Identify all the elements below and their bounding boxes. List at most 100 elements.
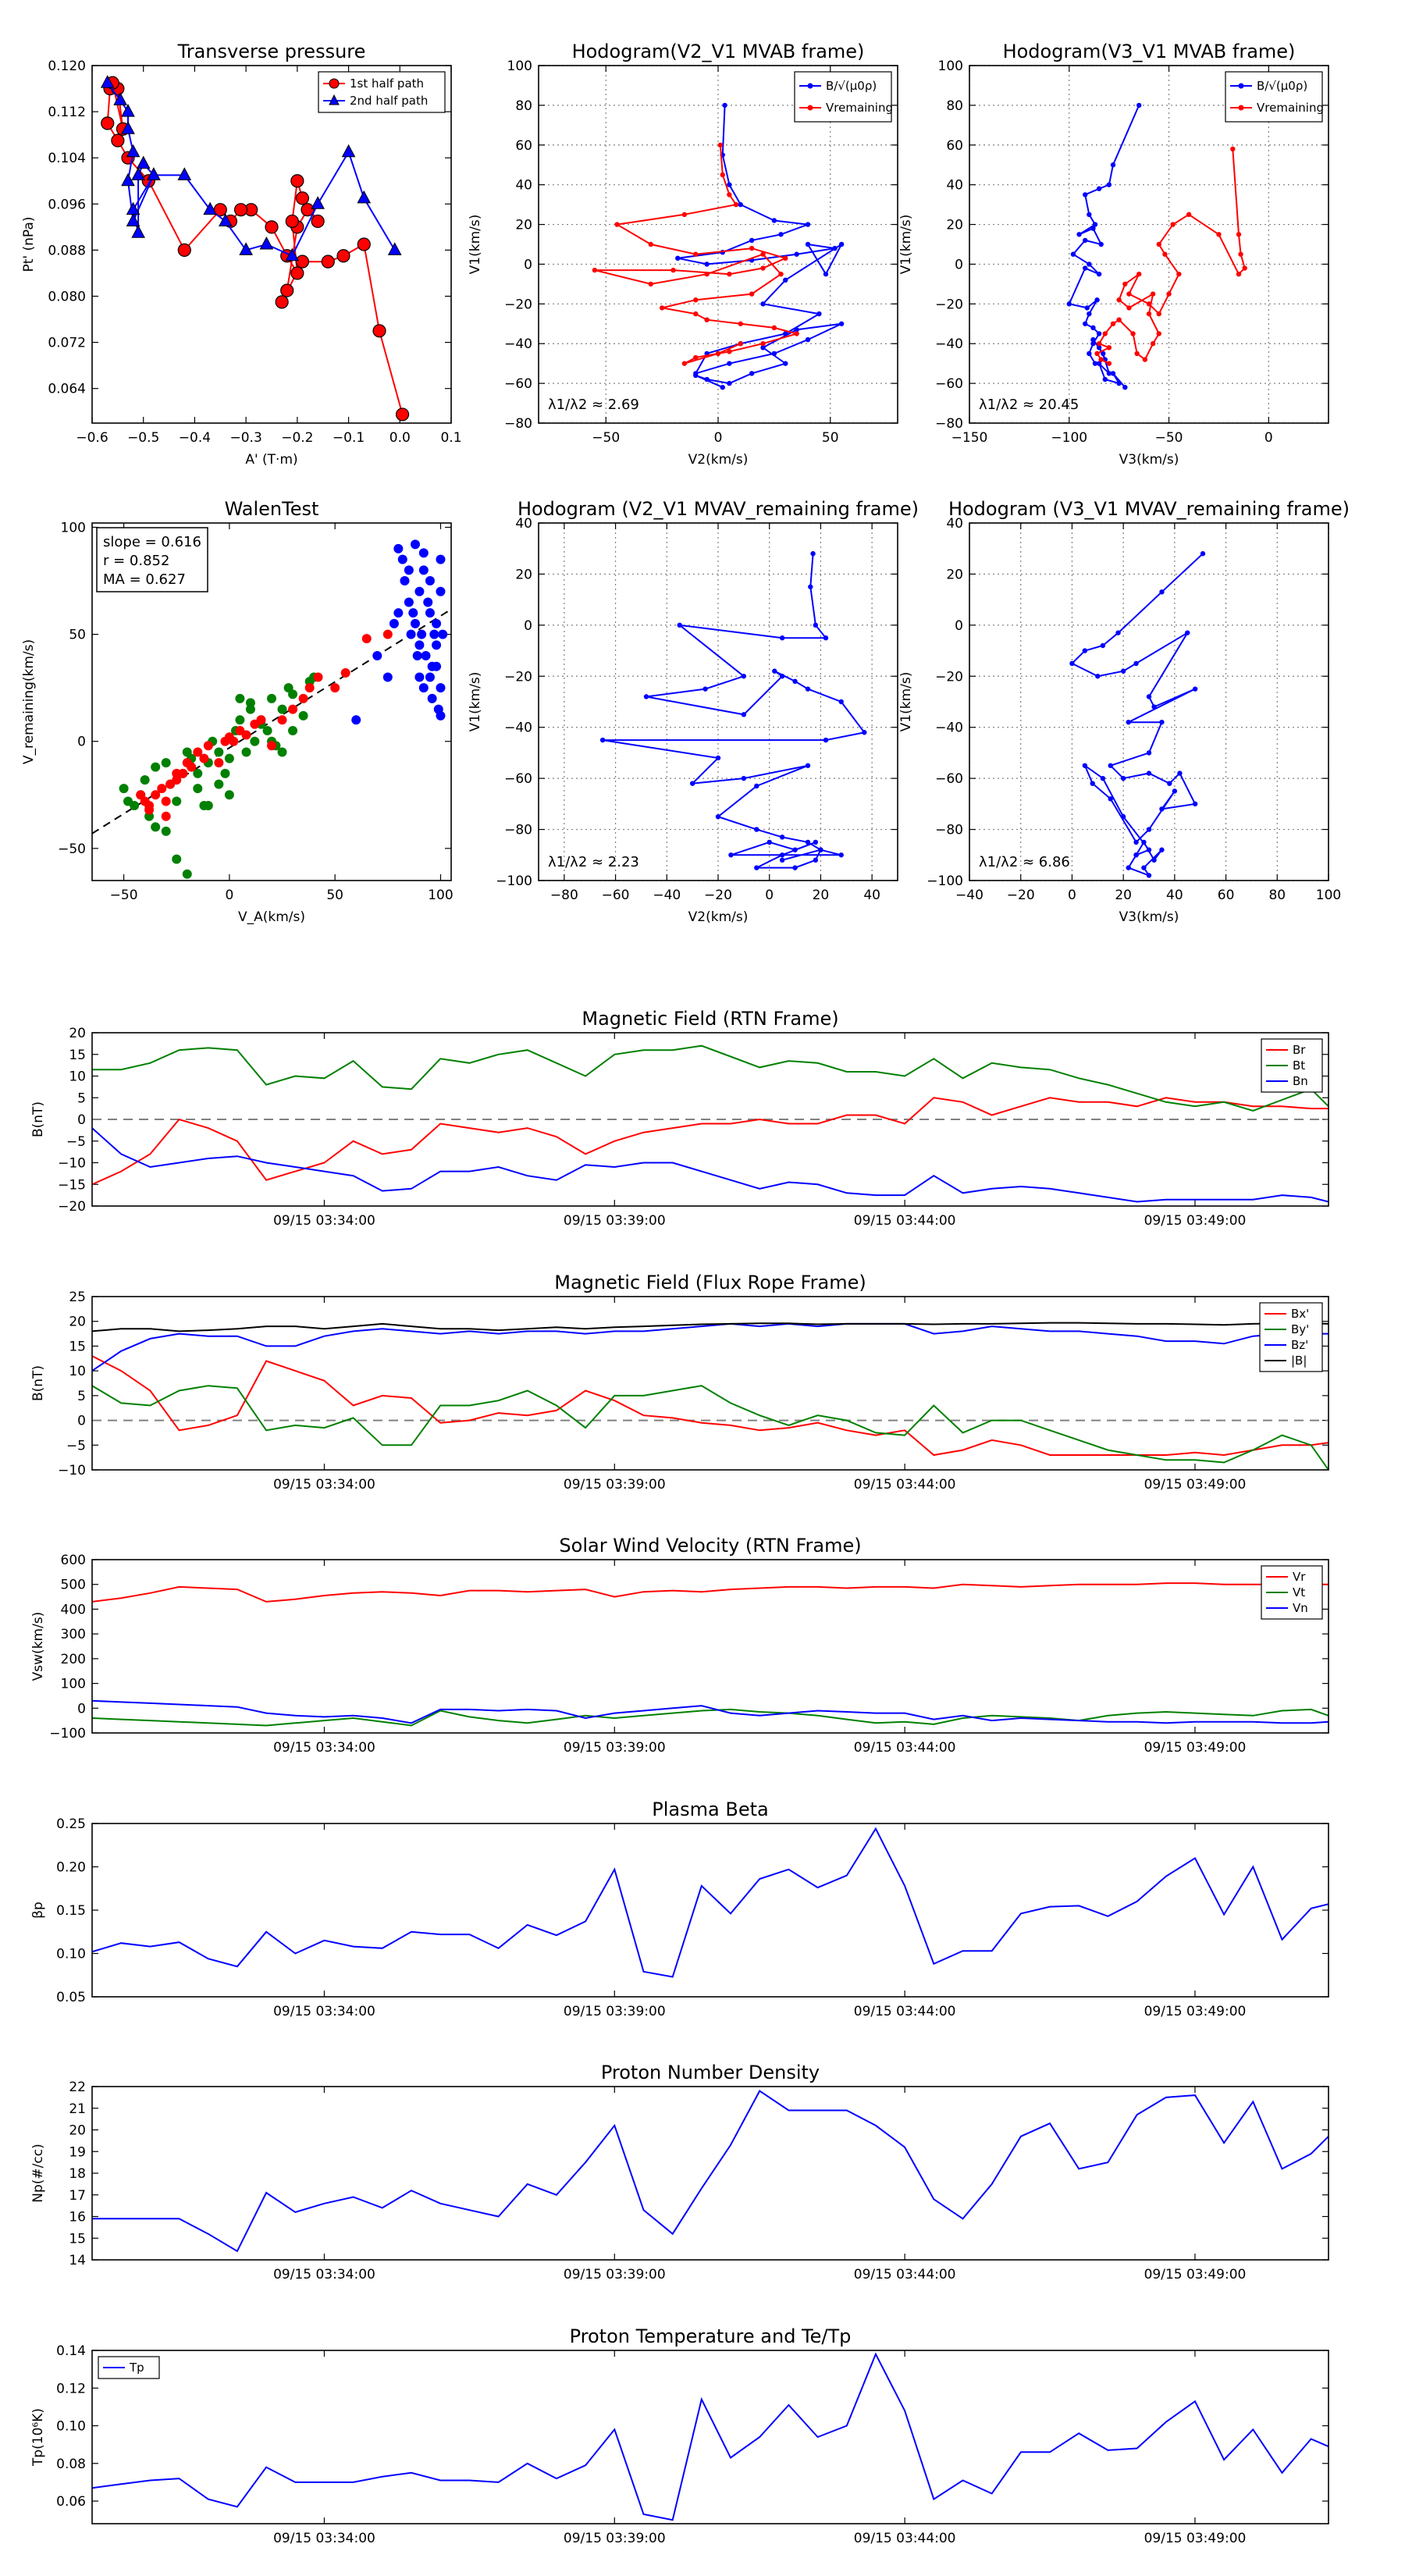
data-point [1133, 839, 1139, 845]
data-point [704, 262, 710, 267]
legend-label: Vn [1293, 1601, 1308, 1615]
data-point [1106, 361, 1112, 366]
y-tick-label: −20 [58, 1199, 86, 1215]
data-point [792, 678, 798, 685]
data-point [172, 796, 182, 806]
data-point [387, 242, 402, 255]
data-point [749, 371, 755, 376]
data-point [838, 699, 844, 705]
data-point [1156, 331, 1161, 336]
series-Tp [92, 2352, 1329, 2521]
data-point [267, 741, 276, 751]
data-point [1146, 827, 1152, 832]
data-point [720, 172, 725, 178]
data-point [592, 267, 598, 273]
x-tick-label: 09/15 03:34:00 [273, 1740, 375, 1756]
data-point [372, 651, 382, 661]
x-tick-label: 09/15 03:34:00 [273, 2531, 375, 2546]
data-point [727, 380, 732, 386]
x-tick-label: 09/15 03:39:00 [564, 2531, 666, 2546]
stats-line: slope = 0.616 [103, 534, 201, 550]
series-line [92, 1699, 1329, 1724]
x-axis-label: A' (T·m) [245, 452, 297, 468]
y-axis-label: Tp(10⁶K) [30, 2408, 46, 2467]
series-line [92, 1044, 1329, 1112]
y-tick-label: −60 [504, 771, 532, 787]
data-point [715, 350, 721, 357]
chart-title: Magnetic Field (Flux Rope Frame) [554, 1272, 866, 1293]
data-point [361, 634, 372, 644]
y-tick-label: 5 [77, 1389, 86, 1404]
data-point [1066, 301, 1072, 307]
data-point [119, 784, 129, 794]
x-tick-label: 100 [1316, 888, 1341, 903]
data-point [1242, 265, 1247, 271]
data-point [393, 608, 404, 618]
x-tick-label: 09/15 03:49:00 [1144, 1477, 1247, 1493]
data-point [779, 857, 785, 863]
x-tick-label: 0 [225, 888, 233, 903]
data-point [794, 327, 799, 333]
data-point [1094, 350, 1100, 357]
data-point [681, 212, 688, 218]
x-tick-label: −50 [1155, 430, 1183, 446]
x-tick-label: −20 [704, 888, 732, 903]
legend-label: Vr [1293, 1570, 1306, 1584]
y-tick-label: 40 [946, 178, 963, 194]
data-point [1087, 311, 1092, 317]
y-tick-label: 40 [946, 516, 963, 532]
data-point [259, 236, 274, 250]
legend-box [794, 71, 892, 123]
legend: B/√(μ0ρ) Vremaining [794, 71, 893, 123]
y-tick-label: 500 [61, 1578, 86, 1593]
data-point [1159, 847, 1165, 852]
y-tick-label: −20 [504, 297, 532, 312]
x-tick-label: 20 [1115, 888, 1132, 903]
y-tick-label: 100 [507, 59, 532, 74]
y-tick-label: −80 [935, 823, 963, 838]
series-Vremaining [592, 142, 800, 366]
data-point [245, 704, 255, 714]
x-axis-label: V2(km/s) [688, 909, 749, 925]
data-point [341, 144, 356, 158]
data-point [1170, 222, 1176, 227]
data-point [1151, 704, 1157, 710]
y-axis-label: Np(#/cc) [30, 2144, 46, 2202]
y-tick-label: 0 [955, 618, 963, 634]
data-point [172, 854, 182, 864]
data-point [1090, 336, 1096, 343]
data-point [808, 584, 813, 589]
x-tick-label: 50 [822, 430, 839, 446]
data-point [727, 182, 732, 187]
data-point [101, 116, 115, 130]
data-point [1136, 102, 1142, 109]
series-line [92, 1385, 1329, 1470]
plot-frame [969, 65, 1329, 424]
chart-title: Proton Number Density [601, 2062, 820, 2083]
y-tick-label: 40 [515, 516, 532, 532]
data-point [1098, 357, 1104, 362]
data-point [436, 554, 446, 564]
data-point [720, 385, 725, 390]
y-tick-label: −40 [504, 720, 532, 736]
data-point [704, 271, 710, 277]
data-point [1110, 371, 1116, 376]
data-point [161, 796, 171, 806]
series-red [136, 629, 393, 821]
y-axis-label: βp [30, 1902, 46, 1919]
data-point [351, 715, 361, 725]
data-point [648, 241, 653, 247]
data-point [144, 811, 155, 821]
chart-title: WalenTest [225, 498, 319, 520]
y-tick-label: 600 [61, 1553, 86, 1568]
data-point [702, 686, 708, 692]
data-point [151, 822, 161, 832]
data-point [783, 277, 788, 283]
data-point [214, 758, 224, 768]
data-point [1136, 271, 1142, 277]
series-line [106, 82, 404, 415]
data-point [1096, 271, 1102, 277]
chart-title: Hodogram(V2_V1 MVAB frame) [572, 41, 865, 62]
x-tick-label: 09/15 03:44:00 [854, 1740, 956, 1756]
data-point [1146, 311, 1152, 317]
